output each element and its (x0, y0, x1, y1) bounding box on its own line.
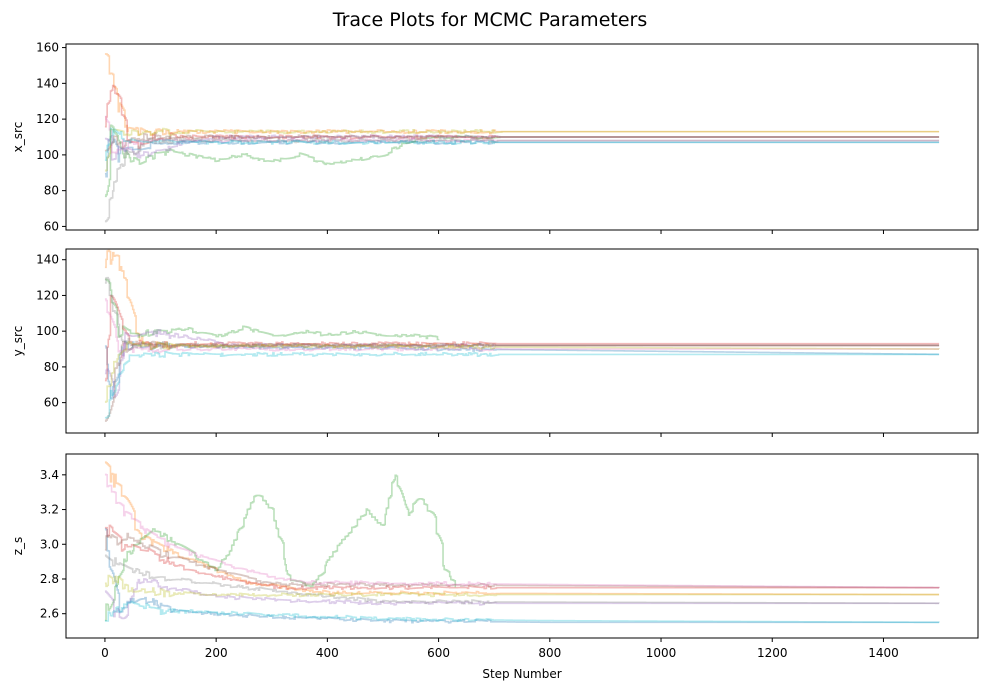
trace-series-5 (104, 134, 940, 161)
trace-lines (104, 249, 940, 422)
y-tick-label: 140 (36, 253, 59, 267)
y-tick-label: 60 (44, 396, 59, 410)
trace-series-2 (104, 249, 940, 350)
y-tick-label: 80 (44, 184, 59, 198)
trace-series-2 (104, 461, 940, 596)
trace-panel-x-src: 60 80 100 120 140 160 x_src (11, 41, 979, 234)
y-tick-label: 60 (44, 219, 59, 233)
y-tick-label: 3.0 (40, 537, 59, 551)
x-tick-label: 1000 (646, 646, 677, 660)
x-tick-label: 1400 (868, 646, 899, 660)
y-tick-label: 3.4 (40, 468, 59, 482)
y-tick-label: 100 (36, 324, 59, 338)
trace-series-8 (104, 276, 940, 350)
x-tick-label: 0 (101, 646, 109, 660)
y-tick-label: 140 (36, 76, 59, 90)
axes-frame (65, 43, 979, 231)
x-tick-label: 1200 (757, 646, 788, 660)
x-tick-label: 800 (538, 646, 561, 660)
x-tick-label: 200 (205, 646, 228, 660)
y-tick-label: 80 (44, 360, 59, 374)
y-tick-label: 120 (36, 112, 59, 126)
trace-panel-y-src: 60 80 100 120 140 y_src (11, 248, 979, 437)
trace-lines (104, 461, 940, 624)
y-axis-label: x_src (11, 122, 25, 153)
trace-series-10 (104, 350, 940, 419)
axes-frame (65, 248, 979, 434)
y-axis-label: z_s (11, 537, 25, 556)
axes-frame (65, 453, 979, 639)
y-tick-label: 100 (36, 148, 59, 162)
trace-series-5 (104, 578, 940, 620)
trace-series-8 (104, 135, 940, 223)
trace-series-1 (104, 527, 940, 624)
x-tick-label: 400 (316, 646, 339, 660)
trace-series-1 (104, 340, 940, 400)
trace-series-7 (104, 115, 940, 154)
y-tick-label: 120 (36, 288, 59, 302)
trace-series-6 (104, 132, 940, 152)
trace-series-9 (104, 127, 940, 172)
y-tick-label: 2.6 (40, 607, 59, 621)
trace-series-4 (104, 294, 940, 382)
trace-series-5 (104, 328, 940, 398)
trace-series-3 (104, 278, 440, 341)
trace-series-7 (104, 298, 940, 358)
trace-series-7 (104, 473, 940, 589)
trace-series-3 (104, 124, 940, 198)
y-tick-label: 3.2 (40, 503, 59, 517)
trace-series-4 (104, 84, 940, 149)
trace-series-2 (104, 53, 940, 137)
trace-series-9 (104, 574, 940, 598)
trace-series-8 (104, 554, 940, 605)
trace-series-9 (104, 341, 940, 403)
trace-series-6 (104, 340, 940, 422)
trace-series-3 (104, 474, 457, 622)
y-tick-label: 2.8 (40, 572, 59, 586)
trace-series-4 (104, 524, 940, 591)
trace-series-1 (104, 134, 940, 178)
figure-title: Trace Plots for MCMC Parameters (332, 9, 647, 31)
trace-panel-z-s: 0 200 400 600 800 1000 1200 1400 2.6 2.8 3.0 3.2 3.4… (11, 453, 979, 681)
trace-series-10 (104, 600, 940, 624)
x-tick-label: 600 (427, 646, 450, 660)
x-axis-label: Step Number (482, 667, 561, 681)
y-axis-label: y_src (11, 326, 25, 357)
y-tick-label: 160 (36, 41, 59, 55)
trace-lines (104, 53, 940, 223)
trace-series-10 (104, 127, 940, 161)
trace-series-6 (104, 532, 940, 589)
